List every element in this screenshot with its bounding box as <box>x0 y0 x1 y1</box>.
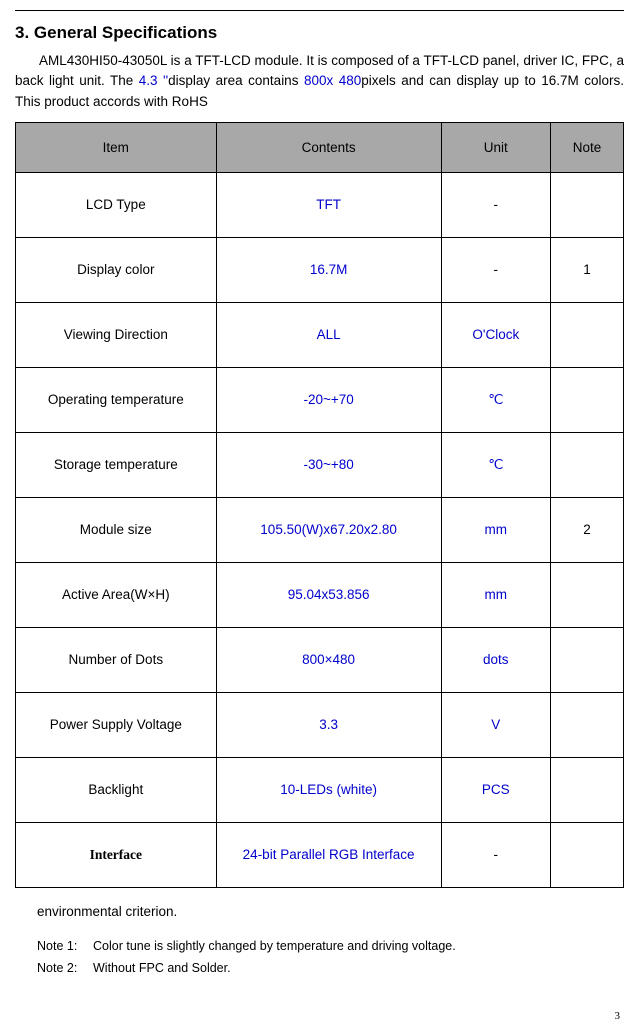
intro-part2: display area contains <box>168 73 304 88</box>
cell-note <box>551 302 624 367</box>
cell-contents: 10-LEDs (white) <box>216 757 441 822</box>
cell-contents: 3.3 <box>216 692 441 757</box>
table-row: Interface24-bit Parallel RGB Interface- <box>16 822 624 887</box>
page-number: 3 <box>15 1010 624 1022</box>
note1-label: Note 1: <box>37 935 93 958</box>
cell-unit: PCS <box>441 757 550 822</box>
intro-blue1: 4.3 '' <box>139 73 168 88</box>
cell-item: Interface <box>16 822 217 887</box>
header-contents: Contents <box>216 122 441 172</box>
notes-section: Note 1:Color tune is slightly changed by… <box>37 935 624 980</box>
cell-note <box>551 172 624 237</box>
table-row: Power Supply Voltage3.3V <box>16 692 624 757</box>
header-note: Note <box>551 122 624 172</box>
cell-contents: 24-bit Parallel RGB Interface <box>216 822 441 887</box>
table-row: Active Area(W×H)95.04x53.856mm <box>16 562 624 627</box>
cell-unit: - <box>441 822 550 887</box>
cell-unit: mm <box>441 562 550 627</box>
cell-contents: 95.04x53.856 <box>216 562 441 627</box>
cell-note <box>551 562 624 627</box>
note-2: Note 2:Without FPC and Solder. <box>37 957 624 980</box>
header-item: Item <box>16 122 217 172</box>
cell-item: Display color <box>16 237 217 302</box>
cell-note <box>551 432 624 497</box>
cell-contents: ALL <box>216 302 441 367</box>
note2-text: Without FPC and Solder. <box>93 961 231 975</box>
header-unit: Unit <box>441 122 550 172</box>
table-row: Module size105.50(W)x67.20x2.80mm2 <box>16 497 624 562</box>
cell-contents: -30~+80 <box>216 432 441 497</box>
note-1: Note 1:Color tune is slightly changed by… <box>37 935 624 958</box>
cell-contents: 16.7M <box>216 237 441 302</box>
intro-paragraph: AML430HI50-43050L is a TFT-LCD module. I… <box>15 51 624 112</box>
environmental-criterion: environmental criterion. <box>37 904 624 919</box>
table-row: Number of Dots800×480dots <box>16 627 624 692</box>
table-row: Storage temperature-30~+80℃ <box>16 432 624 497</box>
spec-table: Item Contents Unit Note LCD TypeTFT-Disp… <box>15 122 624 888</box>
cell-unit: - <box>441 237 550 302</box>
cell-contents: 800×480 <box>216 627 441 692</box>
cell-contents: TFT <box>216 172 441 237</box>
cell-unit: - <box>441 172 550 237</box>
cell-unit: ℃ <box>441 367 550 432</box>
cell-item: Number of Dots <box>16 627 217 692</box>
table-row: Operating temperature-20~+70℃ <box>16 367 624 432</box>
cell-item: Module size <box>16 497 217 562</box>
cell-note: 2 <box>551 497 624 562</box>
cell-unit: V <box>441 692 550 757</box>
note2-label: Note 2: <box>37 957 93 980</box>
cell-note <box>551 627 624 692</box>
cell-item: LCD Type <box>16 172 217 237</box>
cell-item: Active Area(W×H) <box>16 562 217 627</box>
cell-note <box>551 822 624 887</box>
cell-unit: O'Clock <box>441 302 550 367</box>
cell-item: Viewing Direction <box>16 302 217 367</box>
top-horizontal-rule <box>15 10 624 11</box>
note1-text: Color tune is slightly changed by temper… <box>93 939 456 953</box>
cell-note: 1 <box>551 237 624 302</box>
table-row: Viewing DirectionALLO'Clock <box>16 302 624 367</box>
cell-contents: 105.50(W)x67.20x2.80 <box>216 497 441 562</box>
cell-note <box>551 757 624 822</box>
table-row: Backlight10-LEDs (white)PCS <box>16 757 624 822</box>
table-row: LCD TypeTFT- <box>16 172 624 237</box>
cell-item: Power Supply Voltage <box>16 692 217 757</box>
cell-note <box>551 692 624 757</box>
cell-unit: mm <box>441 497 550 562</box>
cell-item: Storage temperature <box>16 432 217 497</box>
cell-unit: ℃ <box>441 432 550 497</box>
intro-blue2: 800x 480 <box>304 73 361 88</box>
cell-item: Operating temperature <box>16 367 217 432</box>
cell-item: Backlight <box>16 757 217 822</box>
cell-note <box>551 367 624 432</box>
cell-unit: dots <box>441 627 550 692</box>
section-title: 3. General Specifications <box>15 23 624 43</box>
table-row: Display color16.7M-1 <box>16 237 624 302</box>
cell-contents: -20~+70 <box>216 367 441 432</box>
table-header-row: Item Contents Unit Note <box>16 122 624 172</box>
